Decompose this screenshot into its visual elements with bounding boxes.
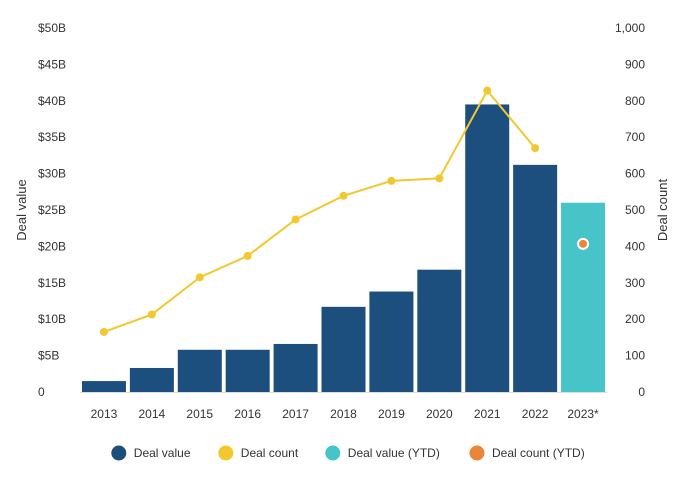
legend-swatch bbox=[111, 445, 127, 461]
bar-deal-value-ytd bbox=[561, 202, 606, 392]
deal-count-point bbox=[195, 273, 204, 282]
deal-count-point bbox=[99, 327, 108, 336]
right-tick-label: 600 bbox=[625, 167, 645, 181]
left-tick-label: $20B bbox=[38, 239, 66, 253]
x-tick-label: 2022 bbox=[522, 407, 549, 421]
bar-deal-value bbox=[273, 343, 318, 392]
x-tick-label: 2021 bbox=[474, 407, 501, 421]
bar-deal-value bbox=[177, 349, 222, 392]
x-tick-label: 2014 bbox=[139, 407, 166, 421]
legend-label: Deal count bbox=[241, 446, 299, 460]
legend-label: Deal value bbox=[134, 446, 191, 460]
deal-count-point bbox=[435, 174, 444, 183]
bar-deal-value bbox=[321, 306, 366, 392]
deal-count-point bbox=[339, 191, 348, 200]
x-tick-label: 2017 bbox=[282, 407, 309, 421]
deal-count-line bbox=[99, 86, 590, 336]
deal-count-ytd-point bbox=[577, 237, 590, 250]
left-tick-label: $45B bbox=[38, 57, 66, 71]
right-tick-label: 900 bbox=[625, 57, 645, 71]
x-tick-label: 2018 bbox=[330, 407, 357, 421]
right-tick-label: 1,000 bbox=[615, 21, 645, 35]
right-tick-label: 400 bbox=[625, 239, 645, 253]
left-tick-label: 0 bbox=[38, 385, 45, 399]
left-tick-label: $35B bbox=[38, 130, 66, 144]
right-tick-label: 300 bbox=[625, 276, 645, 290]
right-tick-label: 200 bbox=[625, 312, 645, 326]
bar-deal-value bbox=[369, 291, 414, 392]
x-tick-label: 2016 bbox=[234, 407, 261, 421]
bars bbox=[81, 104, 606, 392]
left-tick-label: $50B bbox=[38, 21, 66, 35]
left-tick-label: $25B bbox=[38, 203, 66, 217]
x-tick-label: 2019 bbox=[378, 407, 405, 421]
bar-deal-value bbox=[129, 367, 174, 392]
right-tick-label: 0 bbox=[638, 385, 645, 399]
left-tick-label: $30B bbox=[38, 167, 66, 181]
deal-count-polyline bbox=[103, 88, 536, 333]
bar-deal-value bbox=[465, 104, 510, 392]
deal-count-point bbox=[483, 86, 492, 95]
x-tick-label: 2023* bbox=[567, 407, 599, 421]
legend-swatch bbox=[469, 445, 485, 461]
bar-deal-value bbox=[81, 381, 126, 392]
deal-count-point bbox=[243, 251, 252, 260]
right-tick-label: 100 bbox=[625, 349, 645, 363]
deal-count-point bbox=[531, 144, 540, 153]
legend-swatch bbox=[325, 445, 341, 461]
right-tick-label: 800 bbox=[625, 94, 645, 108]
left-tick-label: $15B bbox=[38, 276, 66, 290]
deal-count-point bbox=[387, 176, 396, 185]
left-axis: 0 $5B $10B $15B $20B $25B $30B $35B $40B $45B $50B bbox=[38, 21, 66, 399]
legend-label: Deal count (YTD) bbox=[492, 446, 585, 460]
bar-deal-value bbox=[225, 349, 270, 392]
bar-deal-value bbox=[513, 164, 558, 392]
right-tick-label: 500 bbox=[625, 203, 645, 217]
left-tick-label: $40B bbox=[38, 94, 66, 108]
bar-deal-value bbox=[417, 269, 462, 392]
right-tick-label: 700 bbox=[625, 130, 645, 144]
deal-count-point bbox=[147, 310, 156, 319]
deal-count-point bbox=[291, 215, 300, 224]
left-tick-label: $5B bbox=[38, 349, 59, 363]
legend-label: Deal value (YTD) bbox=[348, 446, 440, 460]
right-axis: 0 100 200 300 400 500 600 700 800 900 1,000 bbox=[615, 21, 645, 399]
left-tick-label: $10B bbox=[38, 312, 66, 326]
x-tick-label: 2015 bbox=[186, 407, 213, 421]
legend: Deal value Deal count Deal value (YTD) Deal… bbox=[111, 445, 585, 461]
right-axis-label: Deal count bbox=[655, 179, 670, 242]
x-tick-label: 2020 bbox=[426, 407, 453, 421]
x-tick-label: 2013 bbox=[91, 407, 118, 421]
left-axis-label: Deal value bbox=[14, 179, 29, 240]
x-axis: 2013 2014 2015 2016 2017 2018 2019 2020 2021 2022… bbox=[91, 407, 599, 421]
legend-swatch bbox=[218, 445, 234, 461]
